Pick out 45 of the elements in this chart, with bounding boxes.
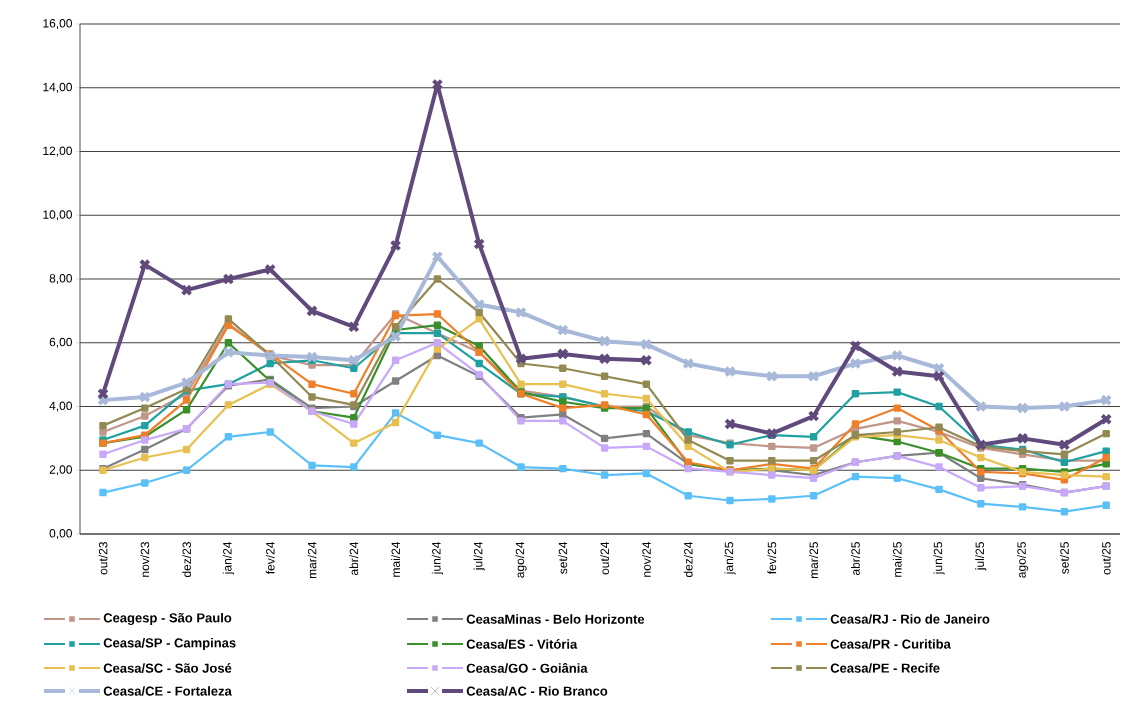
- x-tick-label: set/24: [558, 541, 568, 574]
- x-tick-label: jan/25: [724, 542, 736, 575]
- x-tick-label: set/25: [1060, 542, 1069, 574]
- y-tick-label: 6,00: [49, 337, 72, 348]
- legend-label: Ceasa/SC - São José: [103, 663, 232, 673]
- legend-label: Ceasa/SP - Campinas: [103, 637, 236, 651]
- legend-label: Ceasa/ES - Vitória: [466, 639, 578, 649]
- x-tick-label: out/25: [1101, 542, 1111, 575]
- x-tick-label: jun/25: [933, 542, 945, 575]
- x-tick-label: nov/23: [140, 542, 150, 577]
- x-tick-label: out/23: [98, 542, 108, 575]
- x-tick-label: fev/24: [265, 541, 275, 575]
- x-tick-label: fev/25: [767, 542, 777, 575]
- legend-label: Ceasa/GO - Goiânia: [466, 663, 588, 673]
- x-tick-label: abr/25: [851, 542, 860, 576]
- legend-label: Ceasa/PE - Recife: [830, 663, 940, 673]
- legend-label: Ceasa/RJ - Rio de Janeiro: [830, 614, 990, 624]
- y-tick-label: 4,00: [49, 401, 72, 412]
- y-tick-label: 16,00: [43, 19, 72, 29]
- legend-label: Ceasa/PR - Curitiba: [830, 639, 951, 649]
- legend-label: CeasaMinas - Belo Horizonte: [466, 614, 645, 624]
- x-tick-label: mar/25: [809, 542, 818, 579]
- x-tick-label: jan/24: [222, 541, 234, 575]
- y-tick-label: 12,00: [43, 146, 72, 157]
- legend-label: Ceasa/CE - Fortaleza: [103, 686, 232, 696]
- y-tick-label: 10,00: [43, 210, 72, 221]
- x-tick-label: out/24: [600, 541, 609, 575]
- legend-label: Ceagesp - São Paulo: [103, 612, 232, 626]
- y-tick-label: 14,00: [43, 82, 72, 93]
- x-tick-label: jun/24: [431, 541, 443, 575]
- x-tick-label: mar/24: [307, 541, 317, 579]
- x-tick-label: dez/24: [683, 541, 693, 578]
- x-tick-label: jul/24: [473, 541, 485, 571]
- legend-label: Ceasa/AC - Rio Branco: [466, 686, 608, 696]
- x-tick-label: ago/25: [1017, 542, 1029, 578]
- x-tick-label: jul/25: [975, 542, 987, 571]
- x-tick-label: ago/24: [515, 541, 527, 578]
- y-tick-label: 2,00: [49, 465, 72, 476]
- y-tick-label: 8,00: [49, 274, 72, 284]
- x-tick-label: dez/23: [182, 542, 191, 578]
- y-tick-label: 0,00: [49, 529, 72, 539]
- x-tick-label: abr/24: [349, 541, 359, 576]
- x-tick-label: nov/24: [642, 541, 651, 577]
- x-tick-label: mai/24: [391, 541, 400, 577]
- x-tick-label: mai/25: [892, 542, 902, 577]
